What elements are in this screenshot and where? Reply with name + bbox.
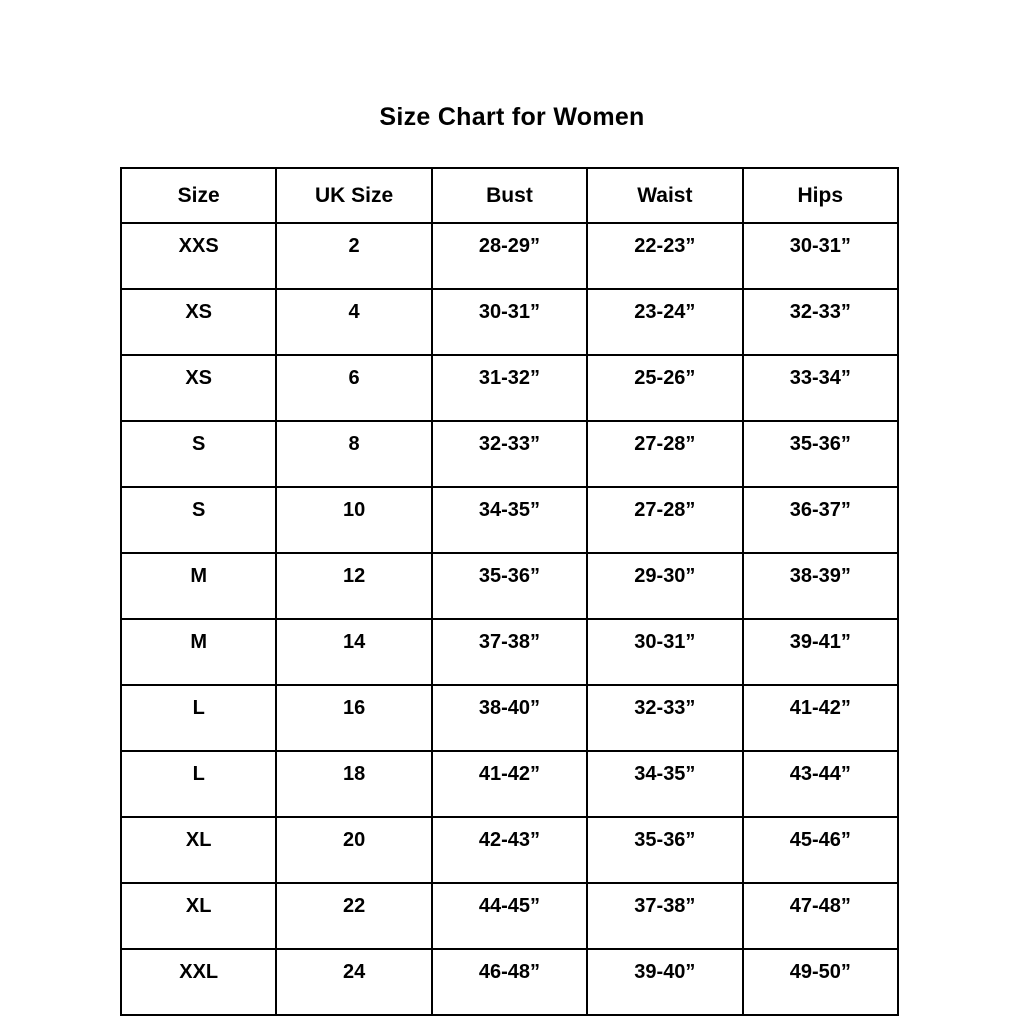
table-cell: 14 xyxy=(275,618,433,686)
table-cell: 6 xyxy=(275,354,433,422)
table-cell: 35-36” xyxy=(741,420,900,488)
table-row: XS 6 31-32” 25-26” 33-34” xyxy=(119,354,900,422)
table-cell: 37-38” xyxy=(586,882,744,950)
table-cell: 41-42” xyxy=(741,684,900,752)
table-cell: 47-48” xyxy=(741,882,900,950)
table-cell: 27-28” xyxy=(586,486,744,554)
table-cell: 22-23” xyxy=(586,222,744,290)
table-cell: 34-35” xyxy=(586,750,744,818)
table-row: L 16 38-40” 32-33” 41-42” xyxy=(119,684,900,752)
table-cell: 49-50” xyxy=(741,948,900,1016)
table-cell: XS xyxy=(119,288,278,356)
table-cell: 28-29” xyxy=(430,222,589,290)
table-row: XXL 24 46-48” 39-40” 49-50” xyxy=(119,948,900,1016)
table-cell: 42-43” xyxy=(430,816,589,884)
table-cell: 31-32” xyxy=(430,354,589,422)
column-header-waist: Waist xyxy=(586,167,744,224)
table-cell: 34-35” xyxy=(430,486,589,554)
table-cell: 12 xyxy=(275,552,433,620)
table-cell: 30-31” xyxy=(586,618,744,686)
table-cell: 43-44” xyxy=(741,750,900,818)
table-cell: 27-28” xyxy=(586,420,744,488)
table-cell: 38-39” xyxy=(741,552,900,620)
table-head: Size UK Size Bust Waist Hips xyxy=(119,167,900,224)
table-cell: L xyxy=(119,684,278,752)
table-cell: 36-37” xyxy=(741,486,900,554)
table-cell: 30-31” xyxy=(430,288,589,356)
table-cell: 16 xyxy=(275,684,433,752)
table-cell: XXS xyxy=(119,222,278,290)
table-row: M 14 37-38” 30-31” 39-41” xyxy=(119,618,900,686)
table-row: L 18 41-42” 34-35” 43-44” xyxy=(119,750,900,818)
table-cell: S xyxy=(119,486,278,554)
table-cell: 39-40” xyxy=(586,948,744,1016)
table-cell: XL xyxy=(119,816,278,884)
table-cell: 4 xyxy=(275,288,433,356)
table-row: XL 20 42-43” 35-36” 45-46” xyxy=(119,816,900,884)
table-cell: 32-33” xyxy=(586,684,744,752)
table-cell: 24 xyxy=(275,948,433,1016)
table-cell: 33-34” xyxy=(741,354,900,422)
table-cell: XL xyxy=(119,882,278,950)
table-cell: 35-36” xyxy=(586,816,744,884)
table-row: XL 22 44-45” 37-38” 47-48” xyxy=(119,882,900,950)
table-row: XS 4 30-31” 23-24” 32-33” xyxy=(119,288,900,356)
table-cell: S xyxy=(119,420,278,488)
table-cell: 10 xyxy=(275,486,433,554)
table-cell: 29-30” xyxy=(586,552,744,620)
column-header-size: Size xyxy=(119,167,278,224)
table-cell: 38-40” xyxy=(430,684,589,752)
column-header-hips: Hips xyxy=(741,167,900,224)
table-cell: 32-33” xyxy=(741,288,900,356)
table-cell: XS xyxy=(119,354,278,422)
table-cell: M xyxy=(119,618,278,686)
table-cell: 44-45” xyxy=(430,882,589,950)
table-cell: 39-41” xyxy=(741,618,900,686)
table-header-row: Size UK Size Bust Waist Hips xyxy=(119,167,900,224)
table-cell: XXL xyxy=(119,948,278,1016)
column-header-uk-size: UK Size xyxy=(275,167,433,224)
table-row: S 10 34-35” 27-28” 36-37” xyxy=(119,486,900,554)
table-cell: 18 xyxy=(275,750,433,818)
table-cell: 32-33” xyxy=(430,420,589,488)
table-row: XXS 2 28-29” 22-23” 30-31” xyxy=(119,222,900,290)
table-cell: 45-46” xyxy=(741,816,900,884)
table-cell: 22 xyxy=(275,882,433,950)
table-cell: 20 xyxy=(275,816,433,884)
table-cell: 37-38” xyxy=(430,618,589,686)
table-row: S 8 32-33” 27-28” 35-36” xyxy=(119,420,900,488)
page-title: Size Chart for Women xyxy=(379,103,645,131)
table-cell: 23-24” xyxy=(586,288,744,356)
table-body: XXS 2 28-29” 22-23” 30-31” XS 4 30-31” 23-24” 32-… xyxy=(119,222,900,1016)
column-header-bust: Bust xyxy=(430,167,589,224)
table-cell: 30-31” xyxy=(741,222,900,290)
table-cell: 46-48” xyxy=(430,948,589,1016)
table-cell: 8 xyxy=(275,420,433,488)
table-cell: 2 xyxy=(275,222,433,290)
table-row: M 12 35-36” 29-30” 38-39” xyxy=(119,552,900,620)
table-cell: 35-36” xyxy=(430,552,589,620)
table-cell: M xyxy=(119,552,278,620)
table-cell: 41-42” xyxy=(430,750,589,818)
table-cell: 25-26” xyxy=(586,354,744,422)
table-cell: L xyxy=(119,750,278,818)
size-chart-table: Size UK Size Bust Waist Hips XXS 2 28-29” 22-23… xyxy=(119,167,900,1016)
